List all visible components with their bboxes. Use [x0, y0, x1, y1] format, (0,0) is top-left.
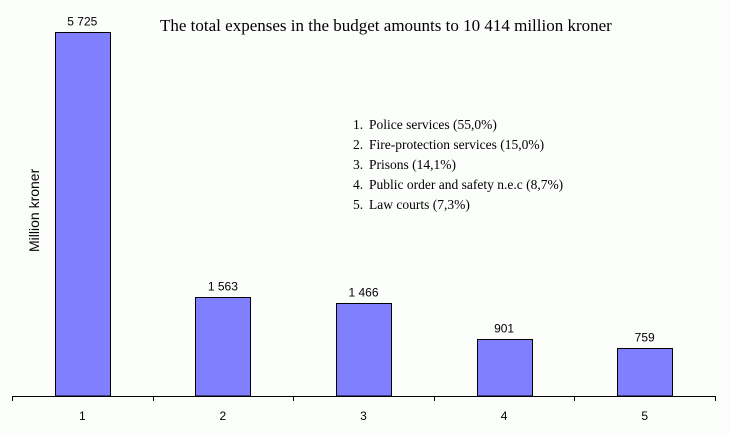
data-label: 901	[494, 322, 514, 336]
bar-3	[336, 303, 392, 397]
legend-item: 4. Public order and safety n.e.c (8,7%)	[353, 175, 563, 195]
legend-label: Public order and safety n.e.c (8,7%)	[369, 177, 564, 192]
bar-1	[55, 32, 111, 397]
legend: 1. Police services (55,0%) 2. Fire-protect…	[353, 115, 563, 215]
y-axis-label: Million kroner	[26, 168, 42, 252]
legend-item: 1. Police services (55,0%)	[353, 115, 563, 135]
legend-item: 3. Prisons (14,1%)	[353, 155, 563, 175]
legend-label: Police services (55,0%)	[369, 117, 497, 132]
x-tick-label: 4	[501, 409, 508, 423]
data-label: 1 466	[348, 286, 378, 300]
data-label: 5 725	[67, 15, 97, 29]
legend-number: 3.	[353, 157, 364, 172]
legend-number: 1.	[353, 117, 364, 132]
legend-number: 2.	[353, 137, 364, 152]
x-tick-label: 3	[360, 409, 367, 423]
data-label: 759	[635, 331, 655, 345]
legend-label: Law courts (7,3%)	[369, 197, 470, 212]
bar-2	[195, 297, 251, 397]
legend-item: 2. Fire-protection services (15,0%)	[353, 135, 563, 155]
bar-5	[617, 348, 673, 397]
x-tick-label: 1	[79, 409, 86, 423]
legend-number: 5.	[353, 197, 364, 212]
legend-label: Prisons (14,1%)	[369, 157, 456, 172]
chart-title: The total expenses in the budget amounts…	[160, 16, 612, 35]
legend-item: 5. Law courts (7,3%)	[353, 195, 563, 215]
bar-4	[477, 339, 533, 397]
legend-number: 4.	[353, 177, 364, 192]
legend-label: Fire-protection services (15,0%)	[369, 137, 545, 152]
data-label: 1 563	[208, 280, 238, 294]
x-tick-label: 2	[220, 409, 227, 423]
x-tick-label: 5	[641, 409, 648, 423]
